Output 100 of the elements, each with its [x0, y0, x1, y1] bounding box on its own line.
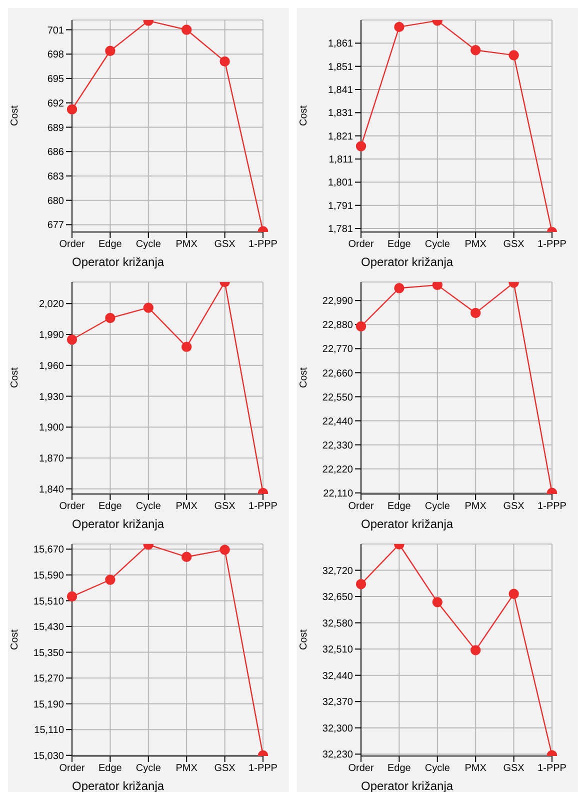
x-tick-label: PMX [464, 763, 487, 774]
y-tick-label: 32,650 [322, 592, 354, 604]
y-tick-label: 22,770 [322, 344, 354, 356]
x-tick-label: Cycle [136, 763, 162, 774]
x-tick-label: GSX [214, 501, 236, 512]
y-tick-label: 15,590 [33, 570, 64, 582]
x-tick-label: Edge [388, 501, 412, 512]
x-tick-label: Cycle [424, 501, 450, 512]
y-tick-label: 22,440 [322, 416, 354, 428]
y-tick-label: 22,660 [322, 368, 354, 380]
y-tick-label: 1,781 [328, 224, 354, 236]
x-tick-label: Edge [98, 501, 122, 512]
point [470, 645, 481, 656]
point [394, 283, 404, 294]
x-tick-label: 1-PPP [248, 239, 278, 250]
y-tick-label: 698 [47, 50, 64, 61]
x-tick-label: Order [59, 501, 86, 512]
x-tick-label: Cycle [136, 239, 162, 250]
y-tick-label: 1,821 [328, 131, 354, 142]
y-tick-label: 683 [47, 172, 64, 183]
x-tick-label: PMX [176, 763, 198, 774]
y-tick-label: 15,430 [33, 622, 64, 634]
y-tick-label: 32,580 [322, 618, 354, 630]
y-axis-title: Cost [298, 629, 310, 650]
y-tick-label: 32,720 [322, 566, 354, 577]
point [432, 597, 442, 608]
x-tick-label: PMX [176, 239, 198, 250]
y-tick-label: 680 [47, 196, 64, 207]
x-tick-label: GSX [503, 239, 525, 250]
y-tick-label: 1,841 [328, 85, 354, 96]
point [432, 282, 442, 290]
y-axis-title: Cost [10, 105, 21, 126]
point [220, 544, 230, 555]
y-tick-label: 1,811 [328, 154, 354, 166]
y-tick-label: 1,990 [38, 330, 64, 342]
x-tick-label: Order [59, 763, 86, 774]
x-tick-label: Order [348, 239, 374, 250]
y-tick-label: 677 [47, 220, 64, 232]
x-tick-label: 1-PPP [248, 763, 278, 774]
y-axis-title: Cost [298, 105, 310, 126]
point [470, 308, 481, 318]
x-tick-label: Edge [98, 763, 122, 774]
point [356, 321, 366, 332]
x-tick-label: GSX [214, 239, 236, 250]
y-tick-label: 22,880 [322, 320, 354, 332]
y-tick-label: 1,791 [328, 200, 354, 212]
y-tick-label: 32,510 [322, 644, 354, 656]
point [105, 312, 116, 324]
y-tick-label: 695 [47, 74, 64, 86]
x-axis-title: Operator križanja [72, 255, 164, 269]
x-tick-label: Edge [388, 763, 412, 774]
y-tick-label: 1,960 [38, 360, 64, 372]
x-tick-label: Order [348, 501, 374, 512]
x-tick-label: PMX [176, 501, 198, 512]
x-tick-label: Edge [98, 239, 122, 250]
point [356, 141, 366, 152]
y-tick-label: 1,831 [328, 108, 354, 120]
y-tick-label: 1,840 [38, 484, 64, 496]
point [470, 45, 481, 56]
y-tick-label: 22,220 [322, 464, 354, 476]
y-tick-label: 32,370 [322, 697, 354, 708]
y-tick-label: 686 [47, 147, 64, 158]
y-tick-label: 15,670 [33, 544, 64, 556]
y-tick-label: 22,550 [322, 392, 354, 404]
y-tick-label: 15,110 [34, 725, 64, 736]
y-tick-label: 692 [47, 98, 64, 110]
x-tick-label: Cycle [136, 501, 162, 512]
x-axis-title: Operator križanja [72, 517, 164, 531]
y-axis-title: Cost [298, 367, 310, 388]
x-axis-title: Operator križanja [361, 255, 454, 269]
y-tick-label: 32,230 [322, 750, 354, 761]
x-tick-label: Cycle [424, 763, 450, 774]
y-tick-label: 2,020 [38, 299, 64, 310]
y-tick-label: 15,030 [33, 750, 64, 762]
y-tick-label: 1,861 [328, 38, 354, 50]
y-axis-title: Cost [10, 367, 21, 388]
point [182, 342, 192, 352]
y-tick-label: 32,300 [322, 723, 354, 734]
x-tick-label: PMX [464, 239, 487, 250]
point [143, 302, 154, 313]
y-tick-label: 15,190 [33, 699, 64, 710]
point [356, 579, 366, 590]
y-tick-label: 1,900 [38, 422, 64, 434]
x-tick-label: 1-PPP [248, 501, 278, 512]
x-tick-label: GSX [214, 763, 236, 774]
x-tick-label: GSX [503, 763, 525, 774]
x-tick-label: GSX [503, 501, 525, 512]
point [66, 104, 78, 114]
y-tick-label: 15,510 [33, 596, 64, 608]
y-tick-label: 1,801 [328, 178, 354, 189]
x-tick-label: Cycle [424, 239, 450, 250]
y-tick-label: 701 [47, 25, 64, 36]
y-axis-title: Cost [10, 629, 21, 650]
point [220, 56, 230, 67]
y-tick-label: 15,270 [33, 674, 64, 685]
y-tick-label: 22,990 [322, 296, 354, 308]
point [105, 46, 116, 56]
x-tick-label: 1-PPP [538, 239, 567, 250]
x-tick-label: Edge [388, 239, 412, 250]
y-tick-label: 1,851 [328, 62, 354, 73]
